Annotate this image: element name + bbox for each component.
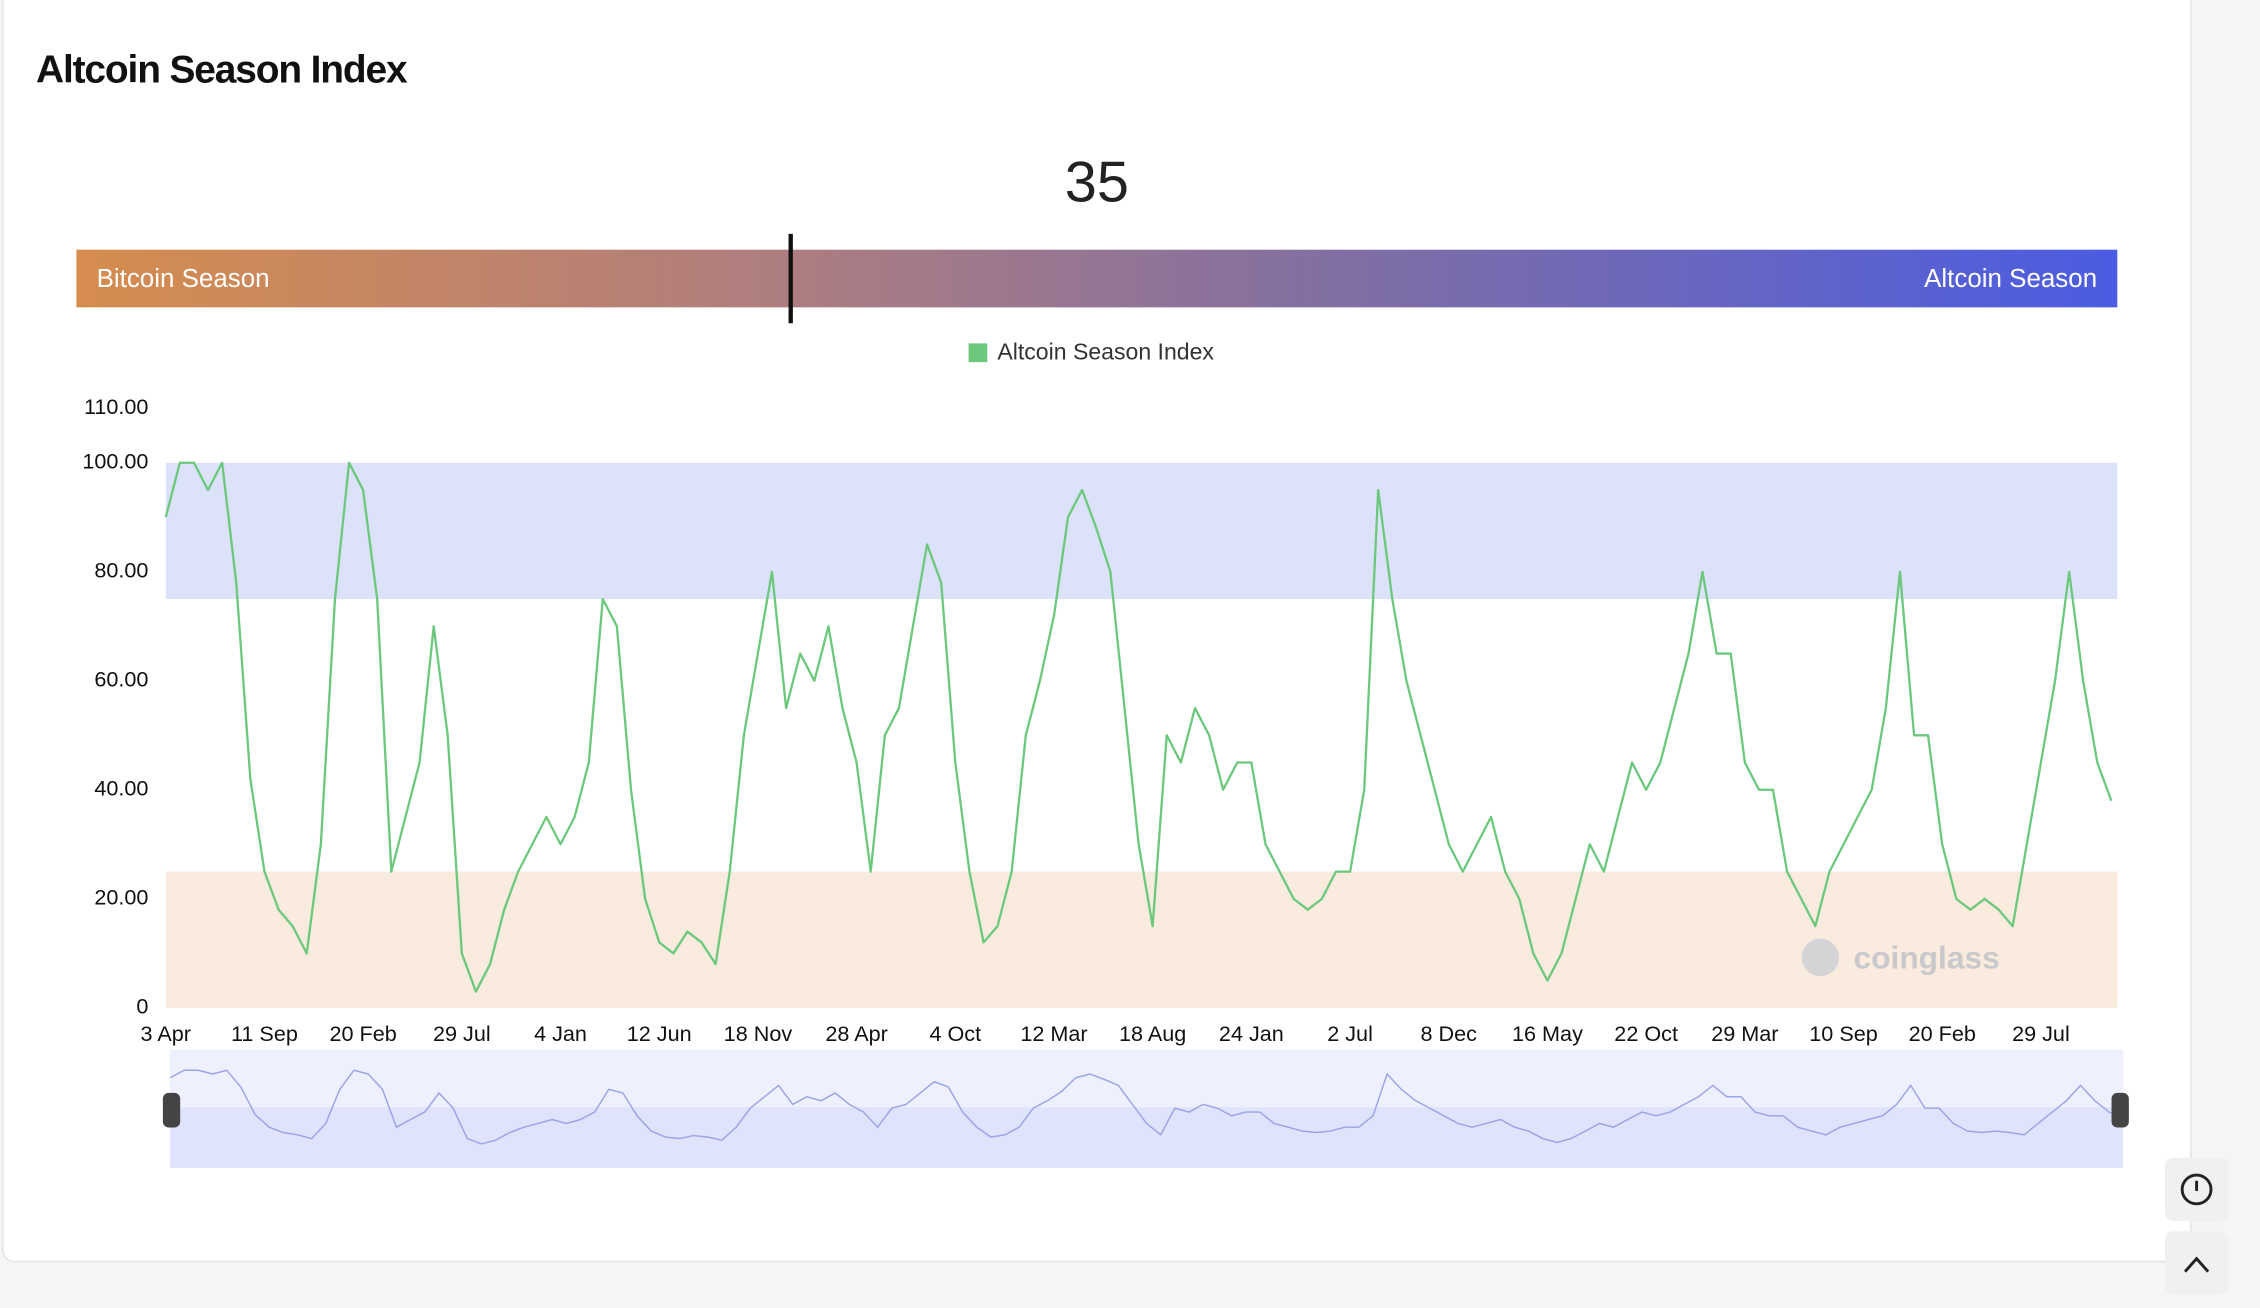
feedback-icon <box>2180 1173 2213 1206</box>
x-tick-label: 18 Nov <box>724 1021 793 1046</box>
y-tick-label: 100.00 <box>82 448 148 473</box>
x-tick-label: 29 Mar <box>1711 1021 1778 1046</box>
y-tick-label: 80.00 <box>94 557 148 582</box>
page-title: Altcoin Season Index <box>36 49 408 92</box>
navigator-handle[interactable] <box>162 1092 181 1128</box>
navigator-handle[interactable] <box>2111 1092 2129 1128</box>
x-tick-label: 10 Sep <box>1809 1021 1878 1046</box>
x-tick-label: 3 Apr <box>141 1021 191 1046</box>
gauge-right-label: Altcoin Season <box>1924 265 2097 293</box>
watermark-logo <box>1801 938 1840 977</box>
plot-band <box>165 462 2118 600</box>
y-tick-label: 60.00 <box>94 666 148 691</box>
legend-label: Altcoin Season Index <box>997 339 1214 365</box>
y-tick-label: 20.00 <box>94 885 148 910</box>
x-tick-label: 20 Feb <box>1909 1021 1976 1046</box>
gauge-left-label: Bitcoin Season <box>97 265 270 293</box>
x-tick-label: 29 Jul <box>433 1021 491 1046</box>
x-tick-label: 4 Oct <box>929 1021 981 1046</box>
legend-swatch <box>968 343 988 363</box>
navigator-top <box>170 1049 2124 1108</box>
x-tick-label: 12 Jun <box>627 1021 692 1046</box>
x-tick-label: 18 Aug <box>1119 1021 1186 1046</box>
x-tick-label: 8 Dec <box>1421 1021 1478 1046</box>
x-tick-label: 20 Feb <box>329 1021 396 1046</box>
x-tick-label: 24 Jan <box>1219 1021 1284 1046</box>
gauge-value: 35 <box>1065 151 1129 215</box>
x-tick-label: 28 Apr <box>825 1021 887 1046</box>
watermark: coinglass <box>1854 940 2000 976</box>
data-line <box>164 461 2113 993</box>
scroll-top-button[interactable] <box>2164 1231 2229 1295</box>
x-tick-label: 29 Jul <box>2012 1021 2070 1046</box>
scroll-top-icon <box>2183 1256 2210 1273</box>
x-tick-label: 11 Sep <box>231 1021 298 1046</box>
gauge-bar <box>76 249 2118 308</box>
y-tick-label: 0 <box>136 994 148 1019</box>
x-tick-label: 4 Jan <box>534 1021 587 1046</box>
x-tick-label: 22 Oct <box>1614 1021 1678 1046</box>
x-tick-label: 12 Mar <box>1020 1021 1087 1046</box>
navigator-line <box>169 1069 2124 1145</box>
y-tick-label: 40.00 <box>94 776 148 801</box>
y-tick-label: 110.00 <box>84 394 149 419</box>
plot-band <box>165 871 2118 1008</box>
x-tick-label: 16 May <box>1512 1021 1583 1046</box>
x-tick-label: 2 Jul <box>1327 1021 1373 1046</box>
